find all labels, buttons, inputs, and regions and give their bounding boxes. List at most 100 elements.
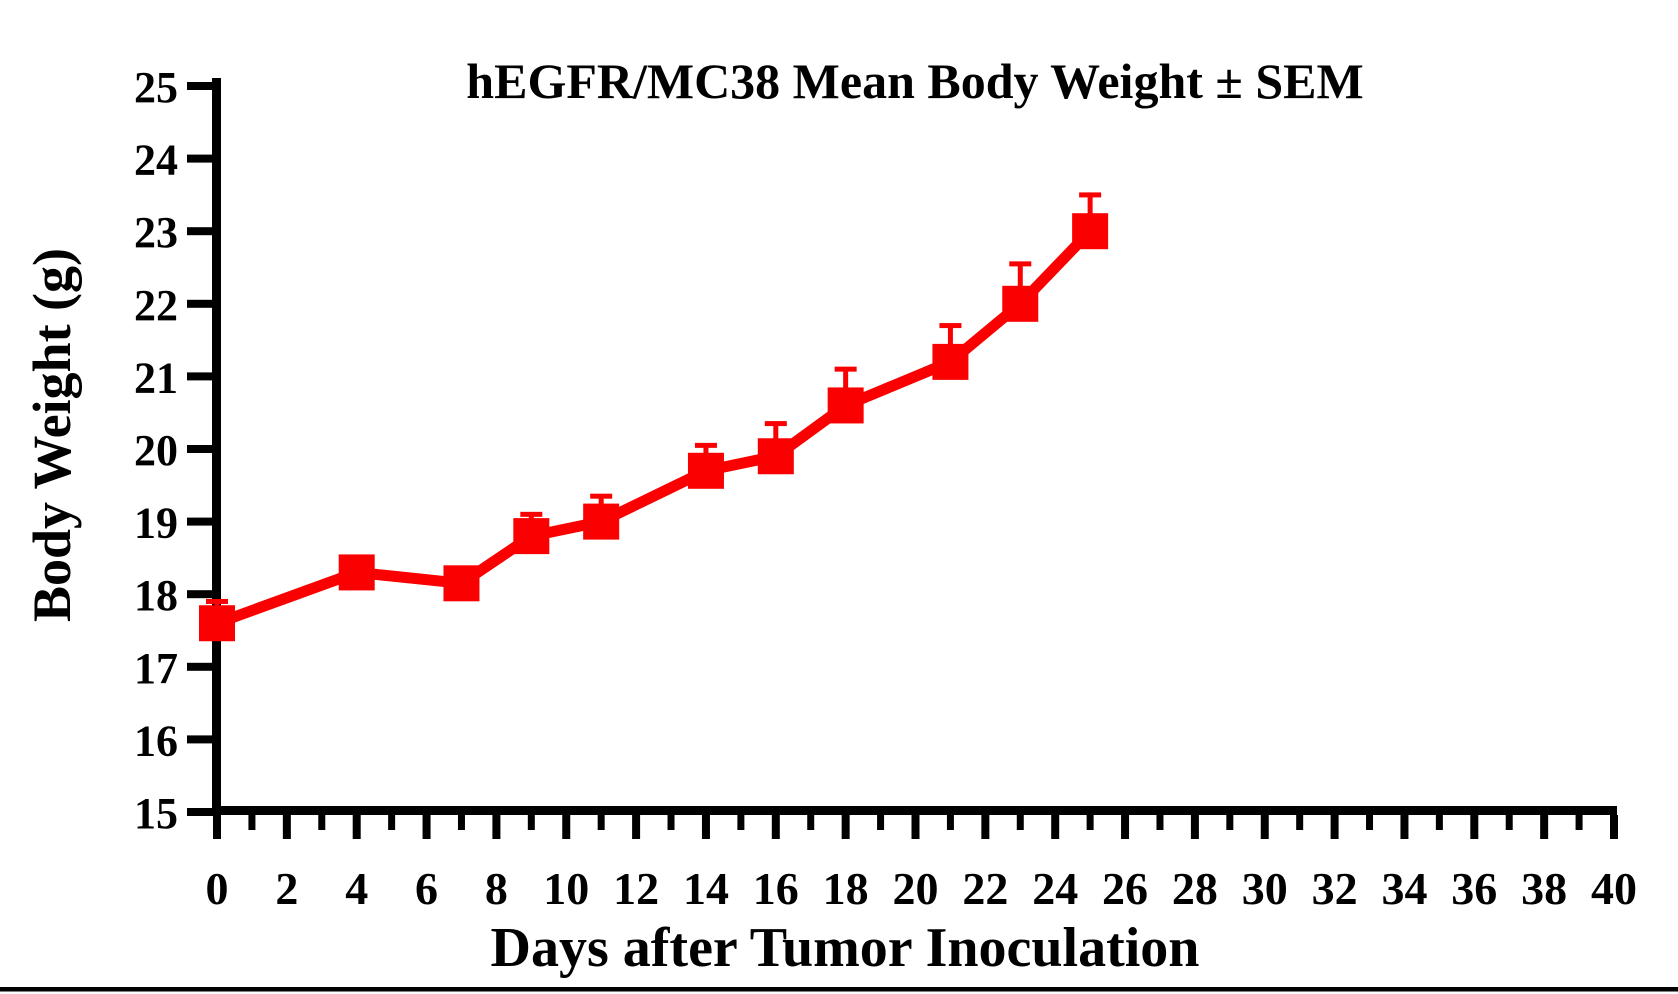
- x-tick-minor: [877, 815, 885, 830]
- data-point-marker: [513, 518, 550, 555]
- y-tick-label: 15: [134, 789, 178, 838]
- x-tick-minor: [1435, 815, 1443, 830]
- y-tick: [187, 662, 212, 671]
- x-tick-minor: [597, 815, 605, 830]
- y-tick-label: 22: [134, 281, 178, 330]
- y-tick: [187, 82, 212, 90]
- x-tick-label: 10: [543, 863, 589, 914]
- x-tick-major: [771, 815, 780, 839]
- y-tick-label: 25: [134, 63, 178, 112]
- y-tick: [187, 227, 212, 236]
- x-tick-minor: [527, 815, 535, 830]
- error-bar: [1087, 194, 1093, 232]
- x-tick-minor: [1016, 815, 1024, 830]
- x-tick-label: 28: [1172, 863, 1218, 914]
- x-tick-label: 12: [613, 863, 659, 914]
- x-tick-minor: [1505, 815, 1513, 830]
- x-tick-major: [1260, 815, 1269, 839]
- x-tick-major: [492, 815, 501, 839]
- x-tick-minor: [737, 815, 745, 830]
- x-tick-major: [562, 815, 571, 839]
- x-tick-minor: [667, 815, 675, 830]
- x-tick-major: [1121, 815, 1130, 839]
- x-tick-minor: [946, 815, 954, 830]
- x-tick-major: [422, 815, 431, 839]
- y-tick: [187, 808, 212, 816]
- data-point-marker: [1072, 213, 1109, 250]
- data-point-marker: [827, 387, 864, 424]
- y-tick-label: 23: [134, 208, 178, 257]
- y-tick-label: 19: [134, 499, 178, 548]
- data-point-marker: [757, 438, 794, 475]
- error-bar-cap: [694, 442, 717, 448]
- y-tick: [187, 445, 212, 453]
- error-bar-cap: [1009, 261, 1032, 267]
- x-tick-minor: [807, 815, 815, 830]
- x-tick-label: 36: [1451, 863, 1497, 914]
- x-tick-label: 40: [1591, 863, 1637, 914]
- y-tick: [187, 372, 212, 381]
- x-tick-major: [213, 815, 221, 839]
- x-tick-major: [1470, 815, 1479, 839]
- x-tick-label: 30: [1242, 863, 1288, 914]
- data-point-marker: [338, 554, 375, 591]
- x-tick-minor: [318, 815, 326, 830]
- x-tick-minor: [1226, 815, 1234, 830]
- x-tick-label: 0: [206, 863, 229, 914]
- error-bar: [843, 369, 849, 406]
- x-tick-minor: [1366, 815, 1374, 830]
- y-tick: [187, 299, 212, 308]
- data-point-marker: [687, 452, 724, 489]
- x-tick-major: [841, 815, 850, 839]
- x-tick-major: [1540, 815, 1549, 839]
- x-tick-major: [632, 815, 641, 839]
- x-tick-major: [1330, 815, 1339, 839]
- x-tick-label: 18: [823, 863, 869, 914]
- x-tick-minor: [1086, 815, 1094, 830]
- x-tick-label: 14: [683, 863, 729, 914]
- y-tick-label: 21: [134, 353, 178, 402]
- error-bar-cap: [939, 323, 962, 329]
- x-tick-label: 22: [962, 863, 1008, 914]
- y-tick: [187, 517, 212, 526]
- x-tick-label: 20: [893, 863, 939, 914]
- x-tick-label: 4: [345, 863, 368, 914]
- data-point-marker: [1002, 285, 1039, 322]
- x-tick-major: [282, 815, 291, 839]
- y-axis-line: [212, 78, 221, 816]
- y-tick: [187, 735, 212, 744]
- x-tick-major: [1190, 815, 1199, 839]
- x-tick-minor: [1156, 815, 1164, 830]
- error-bar-cap: [206, 598, 228, 604]
- x-tick-minor: [388, 815, 396, 830]
- bottom-border: [0, 987, 1678, 992]
- x-tick-label: 24: [1032, 863, 1078, 914]
- x-tick-minor: [248, 815, 256, 830]
- x-axis-title: Days after Tumor Inoculation: [490, 917, 1200, 979]
- y-tick: [187, 154, 212, 163]
- x-tick-label: 26: [1102, 863, 1148, 914]
- y-tick-label: 24: [134, 136, 178, 185]
- y-tick-label: 20: [134, 426, 178, 475]
- data-point-marker: [583, 503, 620, 540]
- data-point-marker: [443, 565, 480, 602]
- y-tick-label: 18: [134, 571, 178, 620]
- x-tick-label: 2: [275, 863, 298, 914]
- data-point-marker: [932, 343, 969, 380]
- x-tick-label: 38: [1521, 863, 1567, 914]
- x-tick-major: [1051, 815, 1060, 839]
- error-bar-cap: [520, 511, 543, 517]
- y-tick-label: 16: [134, 716, 178, 765]
- error-bar: [1017, 263, 1023, 304]
- x-tick-major: [352, 815, 361, 839]
- x-tick-label: 16: [753, 863, 799, 914]
- error-bar: [947, 325, 953, 362]
- error-bar-cap: [834, 366, 857, 372]
- x-tick-major: [981, 815, 990, 839]
- error-bar-cap: [764, 421, 787, 427]
- x-tick-major: [911, 815, 920, 839]
- x-tick-minor: [457, 815, 465, 830]
- chart-title: hEGFR/MC38 Mean Body Weight ± SEM: [466, 53, 1364, 109]
